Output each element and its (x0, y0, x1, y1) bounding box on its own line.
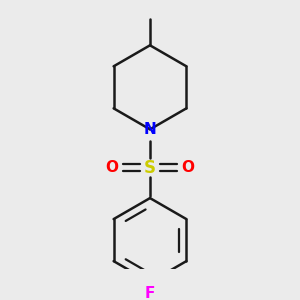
Text: O: O (105, 160, 118, 175)
Text: F: F (145, 286, 155, 300)
Text: O: O (182, 160, 195, 175)
Text: S: S (144, 158, 156, 176)
Text: N: N (144, 122, 156, 137)
